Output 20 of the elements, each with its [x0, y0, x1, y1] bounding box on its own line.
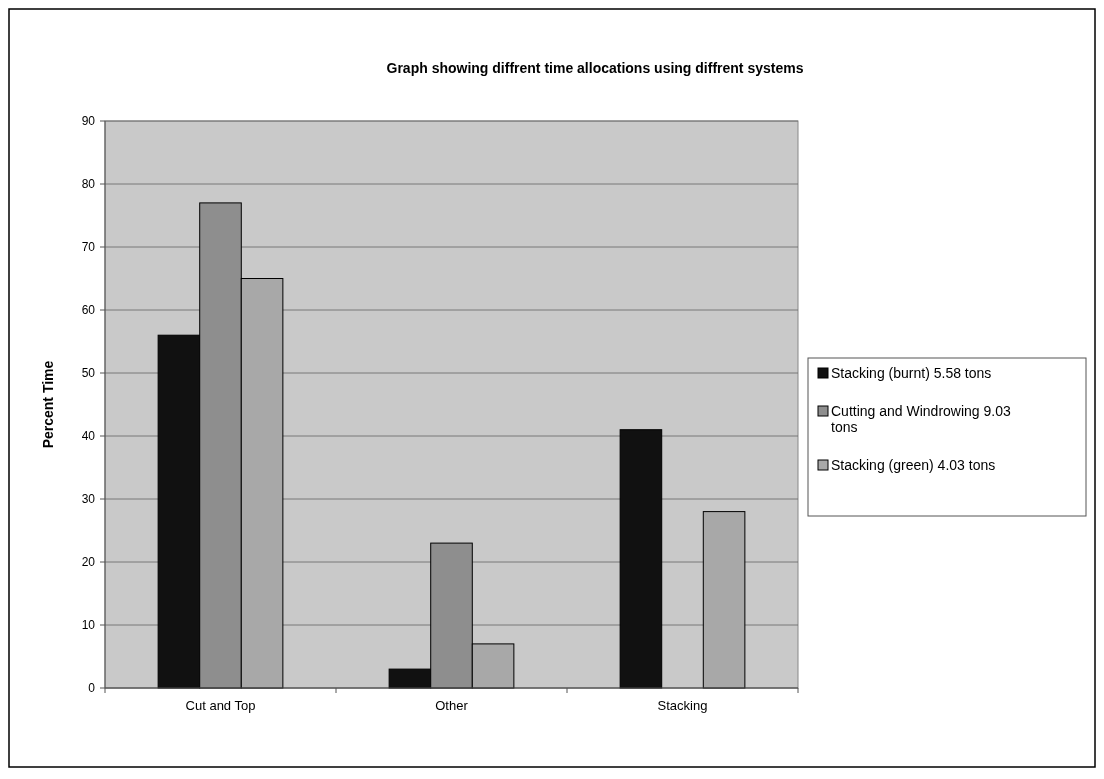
legend-label: Stacking (green) 4.03 tons	[831, 457, 996, 473]
legend-label: Stacking (burnt) 5.58 tons	[831, 365, 992, 381]
y-tick-label: 90	[81, 114, 96, 129]
y-axis-title: Percent Time	[40, 360, 56, 449]
y-tick-label: 80	[81, 177, 96, 192]
y-tick-label: 20	[81, 555, 96, 570]
y-tick-label: 30	[81, 492, 96, 507]
y-tick-label: 40	[81, 429, 96, 444]
legend-label: Cutting and Windrowing 9.03 tons	[831, 403, 1011, 435]
y-tick-label: 10	[81, 618, 96, 633]
x-tick-label: Cut and Top	[185, 698, 256, 713]
y-tick-label: 70	[81, 240, 96, 255]
x-tick-label: Other	[435, 698, 469, 713]
y-tick-label: 50	[81, 366, 96, 381]
y-tick-label: 0	[88, 681, 96, 696]
bar	[702, 511, 746, 689]
chart-title: Graph showing diffrent time allocations using diffrent systems	[386, 60, 804, 76]
bar	[619, 429, 663, 689]
x-tick-label: Stacking	[657, 698, 708, 713]
y-tick-label: 60	[81, 303, 96, 318]
